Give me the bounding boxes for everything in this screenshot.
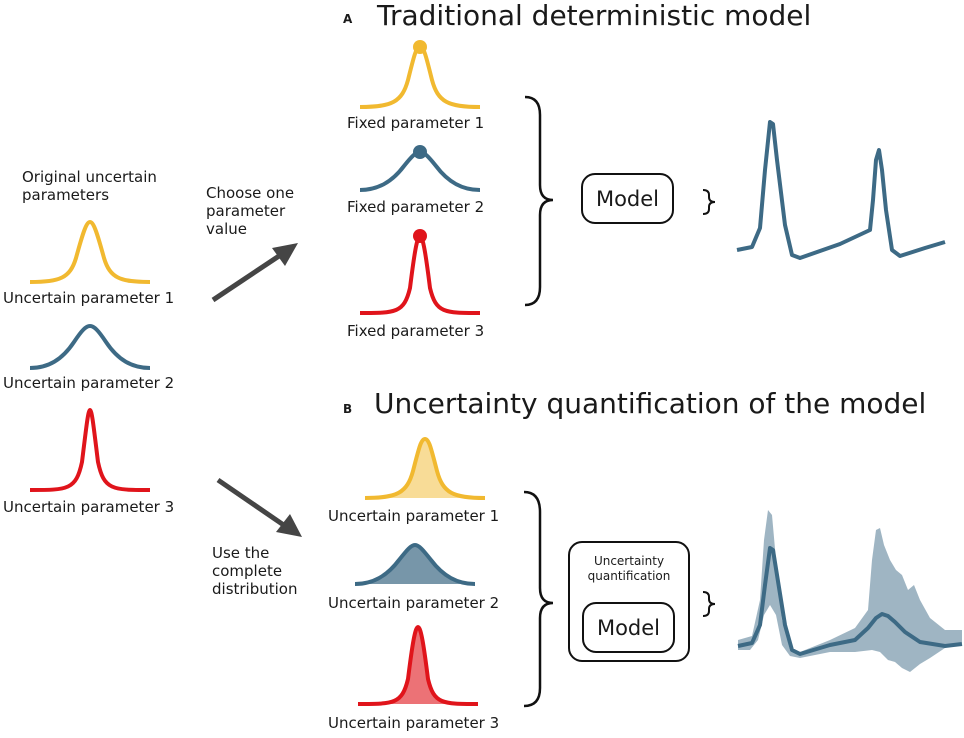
uq-dist-3-fill — [358, 627, 478, 704]
uq-dist-3-curve — [357, 624, 479, 706]
fixed-point-3 — [413, 229, 427, 243]
original-param-3-label: Uncertain parameter 3 — [3, 498, 175, 516]
uq-box: Uncertainty quantification Model — [568, 541, 690, 662]
deterministic-model-label: Model — [595, 187, 660, 211]
uq-box-label: Uncertainty quantification — [587, 554, 671, 583]
original-param-1-label: Uncertain parameter 1 — [3, 289, 175, 307]
panel-b-small-brace — [702, 591, 716, 617]
fixed-param-1-label: Fixed parameter 1 — [347, 114, 485, 132]
panel-b-brace — [523, 490, 554, 708]
uq-output-mean-trace — [737, 546, 963, 656]
deterministic-model-box: Model — [581, 173, 674, 224]
uq-dist-2-fill — [355, 545, 475, 584]
fixed-param-3-label: Fixed parameter 3 — [347, 322, 485, 340]
panel-a-letter: A — [343, 12, 353, 26]
uq-param-2-label: Uncertain parameter 2 — [328, 594, 500, 612]
use-arrow-line — [216, 477, 290, 531]
deterministic-output-trace — [736, 120, 946, 260]
fixed-point-2 — [413, 145, 427, 159]
uq-model-box: Model — [582, 602, 675, 653]
uq-dist-1-fill — [365, 439, 485, 498]
panel-b-title: Uncertainty quantification of the model — [374, 387, 927, 420]
original-params-heading: Original uncertain parameters — [22, 168, 157, 204]
uq-param-3-label: Uncertain parameter 3 — [328, 714, 500, 732]
uq-param-1-label: Uncertain parameter 1 — [328, 507, 500, 525]
panel-b-letter: B — [343, 402, 353, 416]
choose-arrow-head — [272, 243, 298, 266]
original-dist-3-curve — [29, 407, 151, 492]
uq-dist-2-curve — [354, 542, 476, 586]
fixed-dist-3-curve — [359, 233, 481, 315]
original-dist-1-curve — [29, 219, 151, 284]
panel-a-title: Traditional deterministic model — [377, 0, 812, 32]
choose-arrow-line — [211, 249, 287, 303]
uq-model-label: Model — [596, 616, 661, 640]
panel-a-small-brace — [702, 189, 716, 215]
original-dist-2-curve — [29, 323, 151, 370]
fixed-point-1 — [413, 40, 427, 54]
fixed-dist-1-curve — [359, 44, 481, 109]
original-param-2-label: Uncertain parameter 2 — [3, 374, 175, 392]
use-arrow-head — [276, 514, 302, 537]
choose-value-label: Choose one parameter value — [206, 184, 295, 238]
panel-a-brace — [524, 95, 554, 307]
uq-output-band — [738, 510, 962, 672]
use-distribution-label: Use the complete distribution — [212, 544, 298, 598]
uq-dist-1-curve — [364, 436, 486, 500]
fixed-param-2-label: Fixed parameter 2 — [347, 198, 485, 216]
